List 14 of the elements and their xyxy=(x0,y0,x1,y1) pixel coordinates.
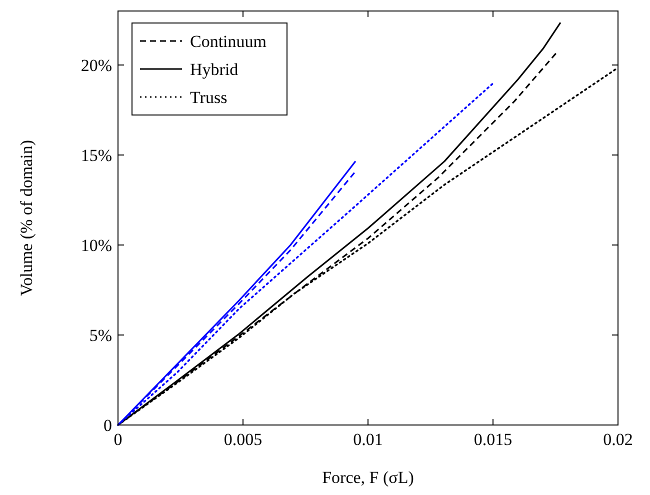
legend-label: Continuum xyxy=(190,32,267,51)
x-tick-label: 0.015 xyxy=(474,430,512,449)
x-tick-label: 0.02 xyxy=(603,430,633,449)
legend-label: Truss xyxy=(190,88,228,107)
x-tick-label: 0.01 xyxy=(353,430,383,449)
legend-label: Hybrid xyxy=(190,60,239,79)
y-tick-label: 0 xyxy=(104,416,112,435)
y-tick-label: 15% xyxy=(80,146,112,165)
x-tick-label: 0.005 xyxy=(224,430,262,449)
y-tick-label: 5% xyxy=(89,326,112,345)
y-axis-title: Volume (% of domain) xyxy=(17,140,36,296)
x-axis-title: Force, F (σL) xyxy=(322,468,414,487)
y-tick-label: 20% xyxy=(80,56,112,75)
y-tick-label: 10% xyxy=(80,236,112,255)
